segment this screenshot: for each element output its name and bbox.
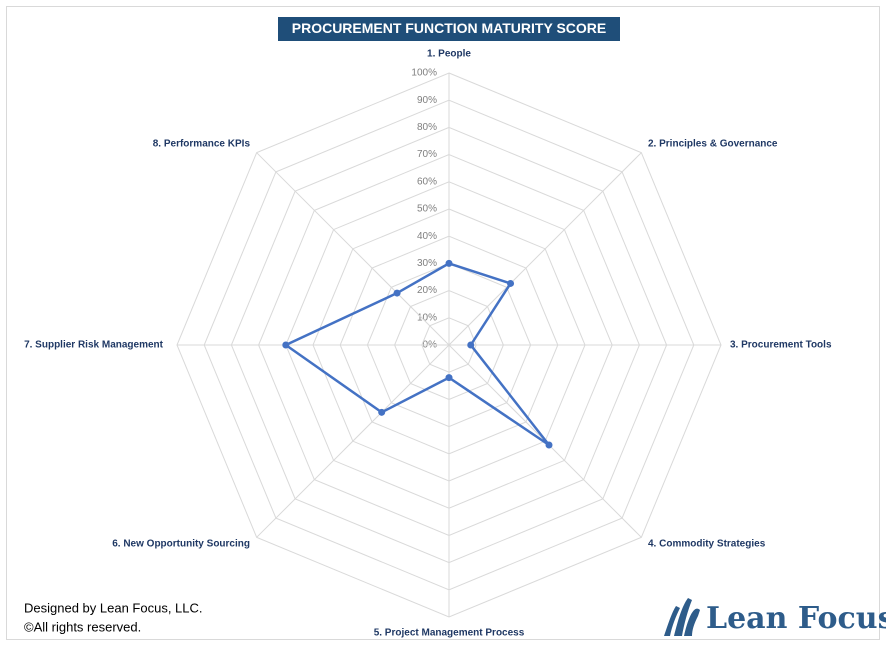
tick-label: 100% [411,68,437,79]
tick-label: 30% [417,258,437,269]
tick-label: 80% [417,122,437,133]
category-label: 3. Procurement Tools [730,340,832,351]
title-box [278,17,620,41]
category-label: 8. Performance KPIs [153,139,251,150]
category-label: 5. Project Management Process [374,628,525,639]
marker [445,259,453,267]
marker [467,341,475,349]
tick-label: 40% [417,231,437,242]
category-label: 7. Supplier Risk Management [24,340,164,351]
frame [6,6,880,640]
chart-title: PROCUREMENT FUNCTION MATURITY SCORE [292,20,606,36]
grid: 0%10%20%30%40%50%60%70%80%90%100%1. Peop… [24,49,832,639]
logo: Lean Focus [664,598,886,636]
marker [393,289,401,297]
spoke [448,152,642,346]
logo-text: Lean Focus [706,601,886,636]
marker [445,374,453,382]
marker [507,279,515,287]
logo-icon [684,608,700,636]
marker [378,408,386,416]
marker [282,341,290,349]
spoke [256,344,450,538]
credit: Designed by Lean Focus, LLC. [24,600,203,615]
category-label: 4. Commodity Strategies [648,539,766,550]
category-label: 1. People [427,49,471,60]
marker [545,441,553,449]
tick-label: 90% [417,95,437,106]
tick-label: 50% [417,204,437,215]
logo-icon [664,606,680,636]
rights: ©All rights reserved. [24,619,141,634]
tick-label: 70% [417,149,437,160]
logo-icon [674,598,692,636]
tick-label: 20% [417,285,437,296]
category-label: 2. Principles & Governance [648,139,778,150]
category-label: 6. New Opportunity Sourcing [112,539,250,550]
tick-label: 60% [417,176,437,187]
spoke [256,152,450,346]
marks [282,259,553,449]
tick-label: 10% [417,312,437,323]
